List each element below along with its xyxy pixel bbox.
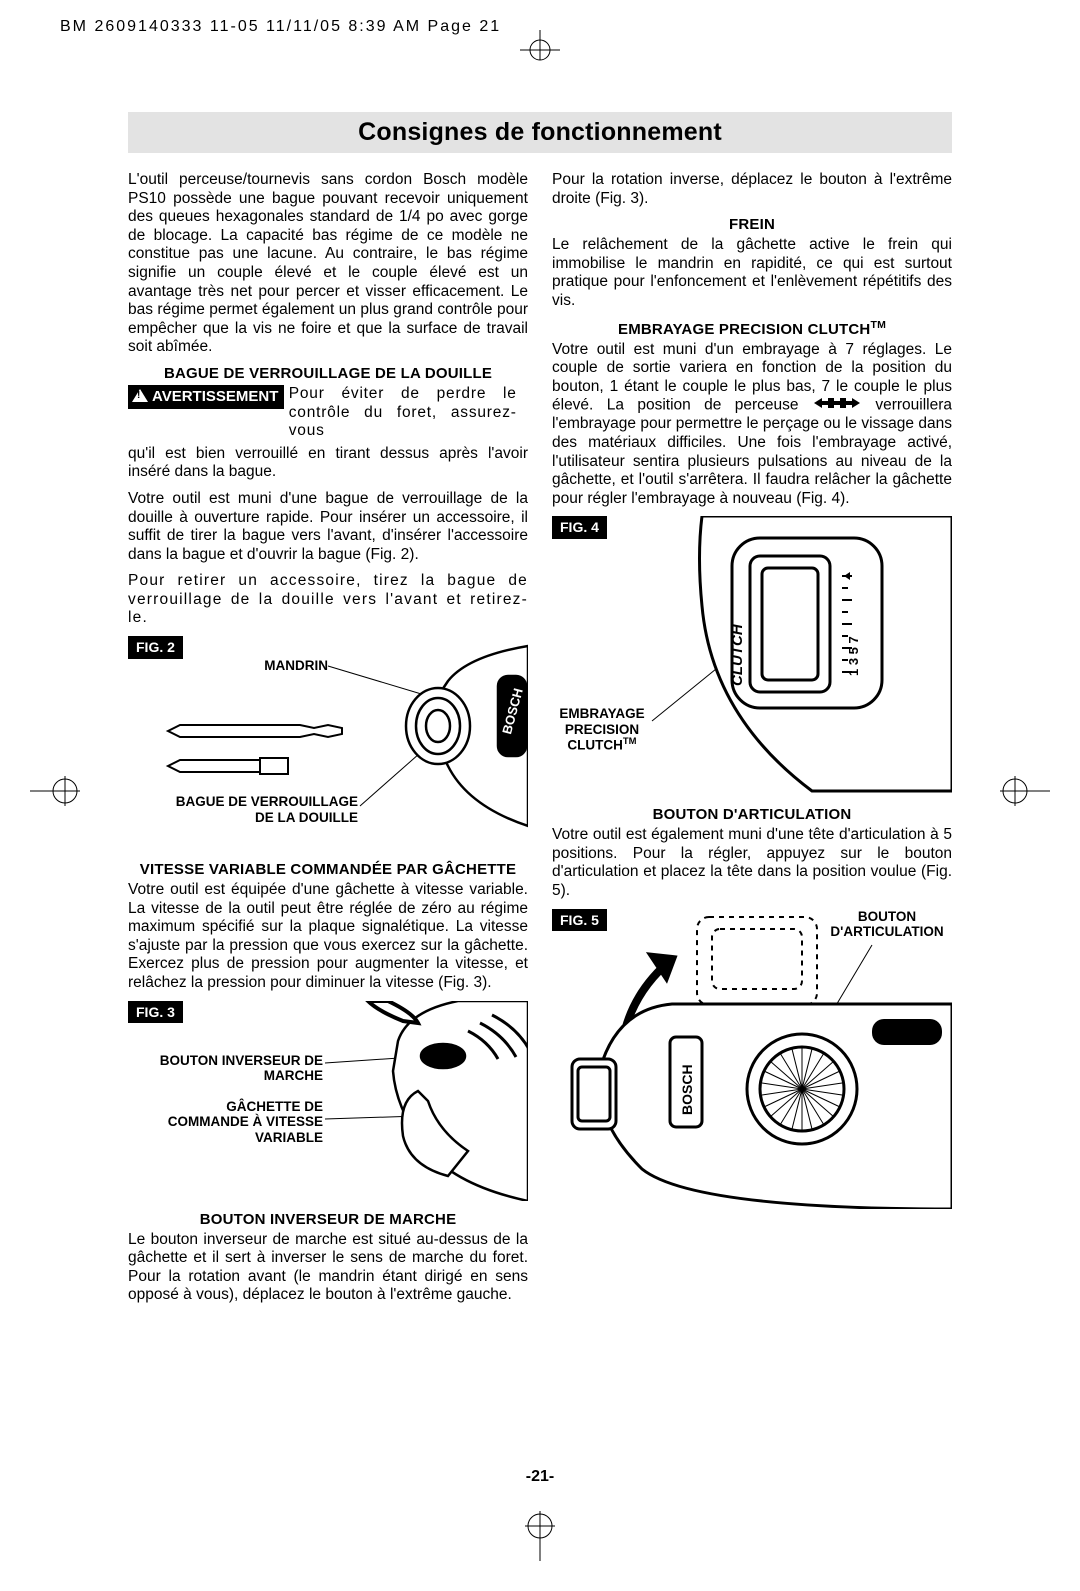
warning-continuation: qu'il est bien verrouillé en tirant dess… [128, 445, 528, 482]
right-column: Pour la rotation inverse, déplacez le bo… [552, 171, 952, 1313]
svg-text:1 3 5 7: 1 3 5 7 [846, 637, 861, 677]
figure-2-illustration: BOSCH [128, 636, 528, 851]
heading-frein: FREIN [552, 216, 952, 234]
figure-3-illustration [128, 1001, 528, 1201]
paragraph-frein: Le relâchement de la gâchette active le … [552, 236, 952, 310]
page-title: Consignes de fonctionnement [128, 112, 952, 153]
paragraph-vitesse: Votre outil est équipée d'une gâchette à… [128, 881, 528, 993]
warning-lead-text: Pour éviter de perdre le contrôle du for… [289, 385, 517, 441]
intro-paragraph: L'outil perceuse/tournevis sans cordon B… [128, 171, 528, 357]
registration-mark-right [990, 756, 1050, 826]
page-number: -21- [0, 1468, 1080, 1486]
figure-5: FIG. 5 BOUTON D'ARTICULATION [552, 909, 952, 1209]
figure-3: FIG. 3 BOUTON INVERSEUR DE MARCHE GÂCHET… [128, 1001, 528, 1201]
warning-badge: AVERTISSEMENT [128, 385, 284, 409]
registration-mark-left [30, 756, 90, 826]
paragraph-bague-2: Pour retirer un accessoire, tirez la bag… [128, 572, 528, 628]
heading-bague: BAGUE DE VERROUILLAGE DE LA DOUILLE [128, 365, 528, 383]
drill-clutch-icon [812, 396, 862, 415]
text: EMBRAYAGE PRECISION CLUTCH [618, 321, 870, 338]
registration-mark-bottom [505, 1501, 575, 1561]
print-mark-header: BM 2609140333 11-05 11/11/05 8:39 AM Pag… [60, 18, 501, 36]
warning-row: AVERTISSEMENT Pour éviter de perdre le c… [128, 385, 528, 441]
figure-2: FIG. 2 MANDRIN BAGUE DE VERROUILLAGE DE … [128, 636, 528, 851]
page: BM 2609140333 11-05 11/11/05 8:39 AM Pag… [0, 0, 1080, 1591]
tm-mark: TM [870, 319, 886, 331]
warning-triangle-icon [132, 389, 148, 402]
paragraph-embrayage: Votre outil est muni d'un embrayage à 7 … [552, 341, 952, 509]
clutch-label: CLUTCH [729, 623, 746, 686]
paragraph-inverseur: Le bouton inverseur de marche est situé … [128, 1231, 528, 1305]
figure-4: FIG. 4 EMBRAYAGE PRECISION CLUTCHTM [552, 516, 952, 796]
content-area: Consignes de fonctionnement L'outil perc… [128, 112, 952, 1313]
heading-articulation: BOUTON D'ARTICULATION [552, 806, 952, 824]
two-column-layout: L'outil perceuse/tournevis sans cordon B… [128, 171, 952, 1313]
left-column: L'outil perceuse/tournevis sans cordon B… [128, 171, 528, 1313]
heading-inverseur: BOUTON INVERSEUR DE MARCHE [128, 1211, 528, 1229]
paragraph-bague-1: Votre outil est muni d'une bague de verr… [128, 490, 528, 564]
warning-label: AVERTISSEMENT [152, 388, 278, 405]
svg-text:BOSCH: BOSCH [679, 1064, 695, 1115]
figure-4-illustration: 1 3 5 7 CLUTCH [552, 516, 952, 796]
paragraph-rotation: Pour la rotation inverse, déplacez le bo… [552, 171, 952, 208]
heading-vitesse: VITESSE VARIABLE COMMANDÉE PAR GÂCHETTE [128, 861, 528, 879]
registration-mark-top [505, 30, 575, 62]
heading-embrayage: EMBRAYAGE PRECISION CLUTCHTM [552, 319, 952, 339]
paragraph-articulation: Votre outil est également muni d'une têt… [552, 826, 952, 900]
figure-5-illustration: BOSCH [552, 909, 952, 1209]
